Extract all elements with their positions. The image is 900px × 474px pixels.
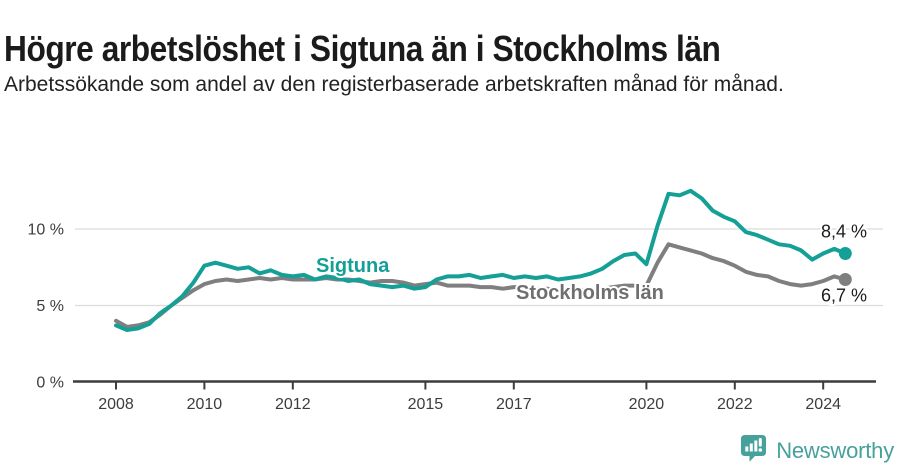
series-label: Stockholms län [516,282,664,304]
x-tick-label: 2024 [805,396,841,413]
series-end-dot [838,272,852,286]
series-end-value-label: 6,7 % [821,285,867,305]
y-tick-label: 0 % [36,375,64,392]
x-tick-label: 2017 [496,396,532,413]
y-tick-label: 10 % [28,222,64,239]
series-label: Sigtuna [316,255,390,277]
newsworthy-logo: Newsworthy [739,433,894,468]
series-end-dot [838,246,852,260]
x-tick-label: 2012 [275,396,311,413]
page-subtitle: Arbetssökande som andel av den registerb… [4,73,784,96]
page-title: Högre arbetslöshet i Sigtuna än i Stockh… [4,28,721,70]
x-tick-label: 2020 [629,396,665,413]
series-line [114,188,848,332]
x-tick-label: 2010 [187,396,223,413]
x-tick-label: 2015 [408,396,444,413]
bar-chart-badge-icon [739,433,768,468]
y-tick-label: 5 % [36,298,64,315]
newsworthy-wordmark: Newsworthy [776,437,894,463]
series-line [114,242,848,329]
series-end-value-label: 8,4 % [821,221,867,241]
x-tick-label: 2008 [98,396,134,413]
x-tick-label: 2022 [717,396,753,413]
